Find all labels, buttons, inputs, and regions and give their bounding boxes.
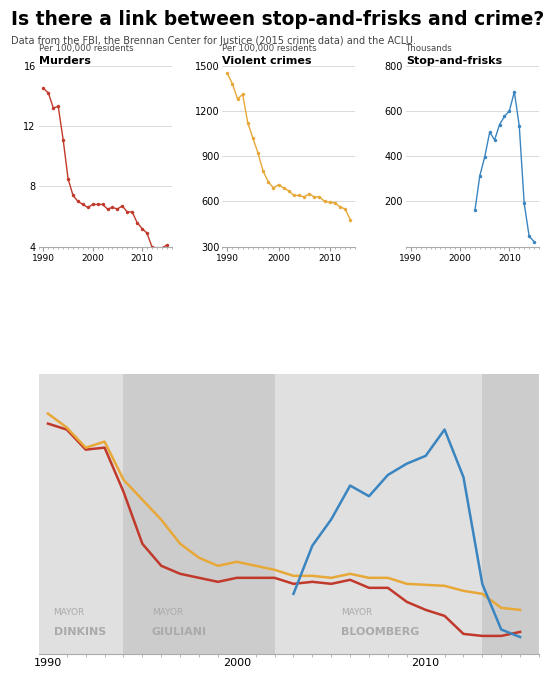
Text: MAYOR: MAYOR	[340, 608, 372, 617]
Text: Thousands: Thousands	[406, 44, 453, 53]
Text: Data from the FBI, the Brennan Center for Justice (2015 crime data) and the ACLU: Data from the FBI, the Brennan Center fo…	[11, 36, 416, 46]
Bar	[274, 374, 482, 654]
Text: Murders: Murders	[39, 56, 90, 66]
Text: GIULIANI: GIULIANI	[152, 627, 207, 637]
Text: Stop-and-frisks: Stop-and-frisks	[406, 56, 502, 66]
Text: Per 100,000 residents: Per 100,000 residents	[222, 44, 317, 53]
Text: Violent crimes: Violent crimes	[222, 56, 312, 66]
Text: DINKINS: DINKINS	[53, 627, 106, 637]
Text: BLOOMBERG: BLOOMBERG	[340, 627, 419, 637]
Text: MAYOR: MAYOR	[53, 608, 85, 617]
Text: Per 100,000 residents: Per 100,000 residents	[39, 44, 133, 53]
Bar	[39, 374, 124, 654]
Bar	[124, 374, 274, 654]
Bar	[482, 374, 539, 654]
Text: MAYOR: MAYOR	[152, 608, 183, 617]
Text: Is there a link between stop-and-frisks and crime?: Is there a link between stop-and-frisks …	[11, 10, 544, 29]
